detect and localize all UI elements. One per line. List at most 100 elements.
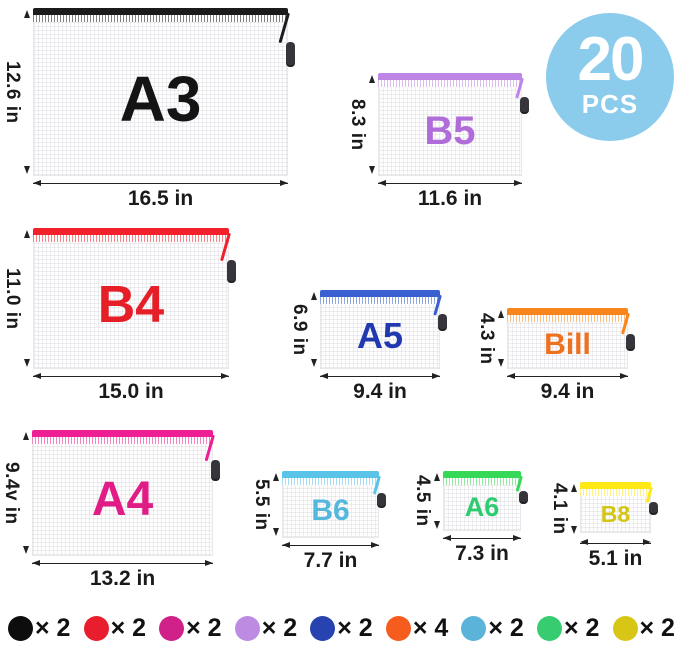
mesh-body: B6 (282, 485, 379, 538)
size-label: B8 (600, 500, 631, 527)
count-badge: 20 PCS (546, 13, 674, 141)
size-label: Bill (544, 328, 591, 361)
count-label: × 2 (35, 613, 71, 642)
vertical-dimension: 12.6 in (1, 8, 33, 176)
zipper-teeth (33, 15, 288, 22)
horizontal-dimension: 7.3 in (443, 531, 521, 566)
width-label: 16.5 in (127, 187, 194, 210)
count-label: × 2 (563, 613, 600, 642)
horizontal-arrow-icon (32, 559, 213, 566)
vertical-dimension: 9.4v in (0, 430, 32, 556)
horizontal-arrow-icon (320, 372, 440, 379)
width-label: 9.4 in (540, 380, 595, 403)
pouch-a6: 4.5 in A6 7.3 in (411, 471, 528, 566)
size-label: B5 (424, 109, 476, 153)
count-label: × 2 (110, 613, 147, 642)
zipper-teeth (443, 478, 521, 485)
horizontal-arrow-icon (507, 372, 628, 379)
zipper-teeth (32, 437, 213, 444)
legend-item-magenta: × 2 (159, 613, 222, 643)
zipper-pull-icon (645, 486, 660, 515)
size-label: B4 (97, 276, 165, 334)
horizontal-arrow-icon (33, 372, 229, 379)
width-label: 5.1 in (588, 546, 643, 570)
badge-unit: PCS (581, 88, 639, 119)
height-label: 4.5 in (412, 475, 433, 527)
width-label: 7.3 in (455, 542, 509, 565)
color-dot-black (8, 615, 33, 641)
horizontal-arrow-icon (33, 179, 288, 186)
zipper-pull-icon (220, 232, 238, 283)
count-label: × 2 (186, 613, 222, 642)
mesh-body: B8 (580, 496, 651, 533)
zipper-band (33, 8, 288, 15)
legend-item-light-blue: × 2 (461, 613, 524, 643)
mesh-body: A6 (443, 485, 521, 531)
vertical-dimension: 5.5 in (250, 471, 282, 538)
zipper-band (32, 430, 213, 437)
height-label: 5.5 in (251, 478, 272, 531)
zipper-pull-icon (515, 475, 530, 504)
height-label: 9.4v in (1, 461, 22, 525)
horizontal-dimension: 5.1 in (580, 536, 651, 571)
color-dot-light-purple (234, 615, 260, 641)
size-label: A3 (119, 62, 202, 135)
mesh-body: B5 (378, 87, 522, 176)
count-label: × 2 (488, 613, 524, 642)
zipper-band (580, 482, 651, 489)
vertical-dimension: 6.9 in (288, 290, 320, 369)
pouch-bill: 4.3 in Bill 9.4 in (475, 308, 635, 404)
pouch-bag: A4 (32, 430, 220, 556)
horizontal-arrow-icon (378, 179, 522, 186)
legend-item-blue: × 2 (310, 614, 373, 643)
horizontal-dimension: 9.4 in (320, 369, 440, 404)
horizontal-dimension: 16.5 in (33, 176, 288, 211)
zipper-pull-icon (278, 12, 297, 67)
pouch-b5: 8.3 in B5 11.6 in (346, 73, 529, 211)
pouch-b6: 5.5 in B6 7.7 in (250, 471, 386, 573)
pouch-a4: 9.4v in A4 13.2 in (0, 430, 220, 591)
mesh-body: B4 (33, 242, 229, 369)
legend-item-green: × 2 (536, 613, 600, 643)
vertical-dimension: 8.3 in (346, 73, 378, 176)
legend-item-yellow: × 2 (612, 614, 675, 643)
horizontal-dimension: 9.4 in (507, 369, 628, 404)
zipper-band (33, 228, 229, 235)
pouch-bag: B8 (580, 482, 658, 533)
count-label: × 2 (261, 613, 298, 642)
height-label: 6.9 in (289, 303, 310, 356)
size-label: A5 (356, 315, 404, 356)
pouch-a3: 12.6 in A3 16.5 in (1, 8, 295, 211)
legend-item-red: × 2 (83, 613, 147, 643)
mesh-body: A5 (320, 304, 440, 369)
horizontal-dimension: 7.7 in (282, 538, 379, 573)
zipper-pull-icon (372, 475, 388, 508)
color-dot-red (83, 615, 109, 641)
height-label: 12.6 in (2, 60, 23, 124)
color-dot-magenta (159, 615, 185, 641)
width-label: 15.0 in (98, 380, 164, 403)
vertical-dimension: 4.1 in (548, 482, 580, 536)
zipper-band (378, 73, 522, 80)
size-label: A4 (91, 472, 154, 526)
width-label: 11.6 in (417, 187, 483, 210)
zipper-pull-icon (515, 77, 531, 114)
zipper-pull-icon (204, 434, 222, 481)
legend-item-black: × 2 (8, 614, 70, 643)
pouch-a5: 6.9 in A5 9.4 in (288, 290, 447, 404)
color-dot-orange (385, 615, 411, 641)
zipper-band (443, 471, 521, 478)
zipper-band (320, 290, 440, 297)
height-label: 4.3 in (476, 312, 497, 365)
mesh-body: A4 (32, 444, 213, 556)
horizontal-dimension: 15.0 in (33, 369, 229, 404)
pouch-bag: A5 (320, 290, 447, 369)
zipper-teeth (33, 235, 229, 242)
vertical-dimension: 4.3 in (475, 308, 507, 369)
height-label: 4.1 in (549, 483, 570, 535)
height-label: 11.0 in (2, 267, 23, 330)
zipper-teeth (580, 489, 651, 496)
color-dot-light-blue (461, 615, 487, 641)
count-label: × 4 (412, 613, 449, 642)
